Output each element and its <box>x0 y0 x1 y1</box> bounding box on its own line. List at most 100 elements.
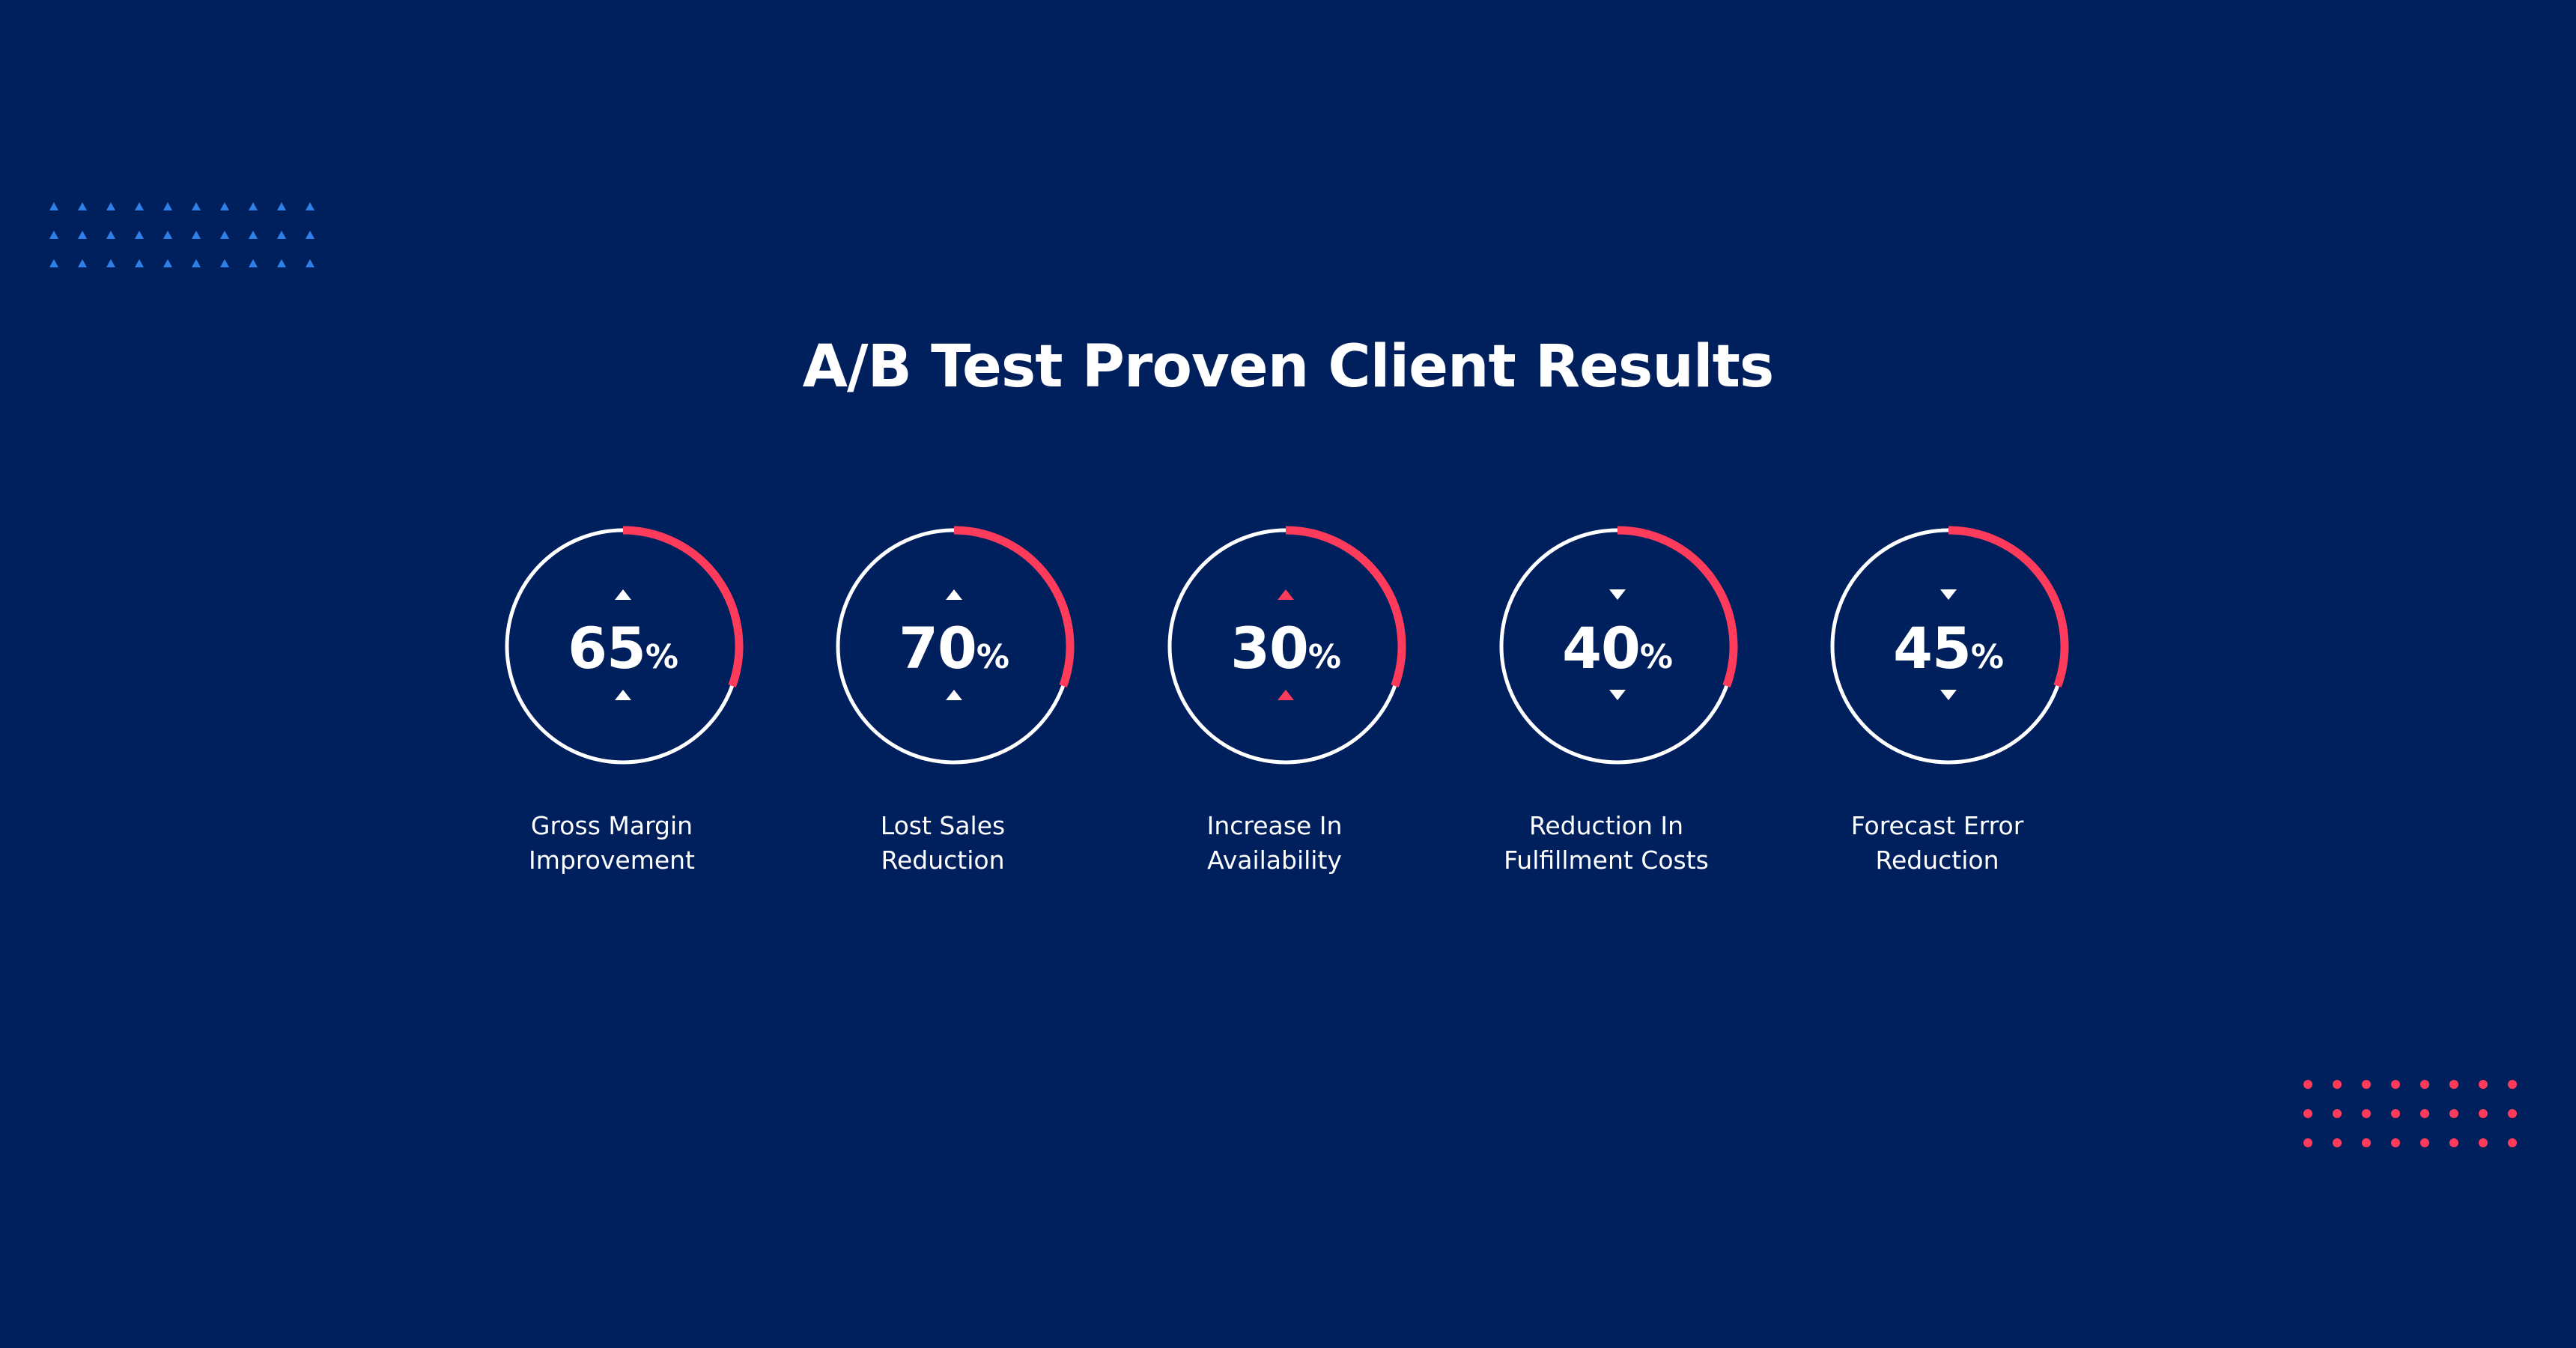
decorative-dot-pattern <box>2303 1080 2517 1147</box>
decor-dot <box>2333 1109 2342 1118</box>
metric-lost-sales: 70% Lost Sales Reduction <box>793 523 1093 897</box>
metric-number: 65 <box>568 615 646 681</box>
decor-dot <box>2391 1109 2400 1118</box>
metric-label-line: Increase In <box>1206 811 1343 840</box>
decor-triangle <box>192 231 201 239</box>
decor-triangle <box>78 259 87 267</box>
decor-triangle <box>135 202 144 210</box>
decor-triangle <box>135 259 144 267</box>
progress-ring-accent-arc <box>1285 526 1406 687</box>
progress-ring-accent-arc <box>1948 526 2069 687</box>
decor-triangle <box>249 202 258 210</box>
decor-dot <box>2420 1109 2429 1118</box>
decor-triangle <box>220 259 229 267</box>
metric-gross-margin: 65% Gross Margin Improvement <box>462 523 762 897</box>
metric-number: 45 <box>1893 615 1972 681</box>
decor-dot <box>2362 1109 2371 1118</box>
decor-triangle <box>106 259 115 267</box>
metric-unit: % <box>645 638 678 676</box>
progress-ring <box>1167 526 1406 765</box>
decor-triangle <box>49 202 58 210</box>
metric-number: 70 <box>899 615 977 681</box>
decor-triangle <box>220 231 229 239</box>
decor-triangle <box>192 259 201 267</box>
decor-triangle <box>306 231 315 239</box>
decor-dot <box>2420 1138 2429 1147</box>
decor-dot <box>2391 1138 2400 1147</box>
metric-number: 40 <box>1562 615 1641 681</box>
decorative-triangle-pattern <box>49 202 315 267</box>
decor-triangle <box>49 231 58 239</box>
progress-ring <box>505 526 744 765</box>
progress-ring-accent-arc <box>622 526 744 687</box>
decor-triangle <box>306 202 315 210</box>
decor-dot <box>2479 1080 2488 1089</box>
metric-unit: % <box>976 638 1009 676</box>
decor-triangle <box>249 259 258 267</box>
metric-label-line: Lost Sales <box>880 811 1006 840</box>
decor-triangle <box>106 202 115 210</box>
metric-fulfillment-costs: 40% Reduction In Fulfillment Costs <box>1456 523 1756 897</box>
metric-value: 70% <box>830 611 1078 686</box>
metric-label-line: Reduction <box>881 845 1005 875</box>
decor-dot <box>2303 1080 2312 1089</box>
metric-label-line: Fulfillment Costs <box>1504 845 1709 875</box>
metric-label-line: Availability <box>1207 845 1342 875</box>
decor-triangle <box>163 202 172 210</box>
decor-triangle <box>78 202 87 210</box>
decor-dot <box>2479 1138 2488 1147</box>
decor-dot <box>2391 1080 2400 1089</box>
decor-dot <box>2449 1138 2458 1147</box>
decor-triangle <box>163 231 172 239</box>
metric-unit: % <box>1307 638 1341 676</box>
up-arrow-icon <box>615 690 631 700</box>
decor-triangle <box>78 231 87 239</box>
metric-label-line: Forecast Error <box>1850 811 2024 840</box>
decor-triangle <box>249 231 258 239</box>
down-arrow-icon <box>1940 690 1957 700</box>
progress-ring-accent-arc <box>1617 526 1738 687</box>
decor-dot <box>2508 1080 2517 1089</box>
down-arrow-icon <box>1940 589 1957 600</box>
decor-dot <box>2362 1138 2371 1147</box>
metric-label-line: Reduction In <box>1528 811 1684 840</box>
decor-triangle <box>192 202 201 210</box>
metric-unit: % <box>1639 638 1673 676</box>
decor-triangle <box>220 202 229 210</box>
up-arrow-icon <box>1278 690 1294 700</box>
metric-label-line: Gross Margin <box>530 811 693 840</box>
progress-ring <box>836 526 1075 765</box>
decor-triangle <box>106 231 115 239</box>
metric-value: 40% <box>1494 611 1741 686</box>
decor-dot <box>2303 1138 2312 1147</box>
decor-dot <box>2333 1138 2342 1147</box>
metric-value: 65% <box>499 611 747 686</box>
metric-forecast-error: 45% Forecast Error Reduction <box>1787 523 2087 897</box>
up-arrow-icon <box>946 589 962 600</box>
down-arrow-icon <box>1609 589 1626 600</box>
up-arrow-icon <box>615 589 631 600</box>
metric-unit: % <box>1970 638 2004 676</box>
decor-triangle <box>306 259 315 267</box>
decor-dot <box>2449 1109 2458 1118</box>
metric-label: Gross Margin Improvement <box>462 809 762 878</box>
metric-value: 30% <box>1162 611 1409 686</box>
page-title: A/B Test Proven Client Results <box>802 333 1775 401</box>
up-arrow-icon <box>1278 589 1294 600</box>
decor-dot <box>2508 1138 2517 1147</box>
metric-label: Forecast Error Reduction <box>1787 809 2087 878</box>
up-arrow-icon <box>946 690 962 700</box>
decor-dot <box>2420 1080 2429 1089</box>
decor-dot <box>2449 1080 2458 1089</box>
metric-label-line: Reduction <box>1875 845 1999 875</box>
decor-dot <box>2303 1109 2312 1118</box>
decor-triangle <box>277 231 286 239</box>
decor-dot <box>2362 1080 2371 1089</box>
down-arrow-icon <box>1609 690 1626 700</box>
metric-label: Lost Sales Reduction <box>793 809 1093 878</box>
metric-label-line: Improvement <box>529 845 695 875</box>
decor-triangle <box>135 231 144 239</box>
decor-triangle <box>277 259 286 267</box>
decor-triangle <box>163 259 172 267</box>
progress-ring <box>1499 526 1738 765</box>
